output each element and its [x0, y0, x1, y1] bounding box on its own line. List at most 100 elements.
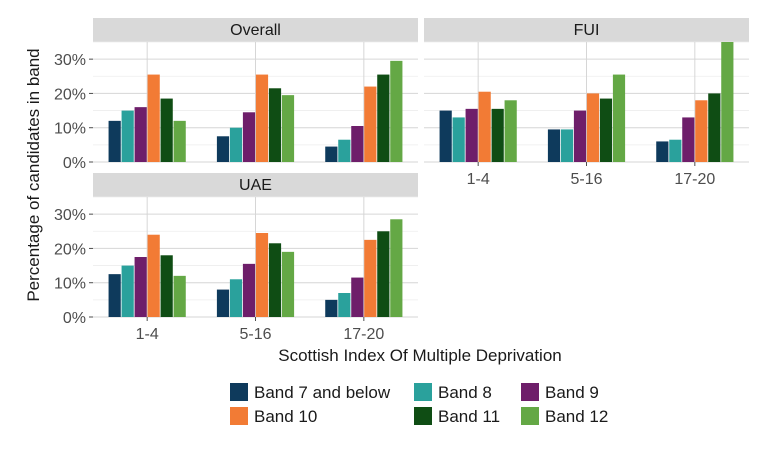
legend-label: Band 10: [254, 407, 317, 426]
bar-uae-1-4-band-9: [134, 257, 147, 317]
bar-overall-1-4-band-8: [121, 110, 134, 162]
y-axis-title: Percentage of candidates in band: [24, 48, 43, 301]
legend-label: Band 12: [545, 407, 608, 426]
bar-fui-1-4-band-12: [504, 100, 517, 162]
bar-fui-17-20-band-9: [682, 117, 695, 162]
legend-item: Band 8: [414, 383, 492, 402]
y-tick-label: 30%: [54, 52, 86, 69]
panel-strip: [93, 18, 418, 42]
x-tick-label: 17-20: [343, 326, 384, 343]
bar-overall-5-16-band-7-and-below: [216, 136, 230, 162]
panel-fui: FUI 1-4 5-16 17-20: [424, 18, 749, 188]
x-tick-label: 17-20: [674, 171, 715, 188]
legend-item: Band 12: [521, 407, 608, 426]
bar-uae-1-4-band-11: [160, 255, 173, 317]
bar-uae-1-4-band-7-and-below: [108, 274, 121, 317]
bar-fui-5-16-band-8: [560, 129, 574, 162]
bar-uae-17-20-band-7-and-below: [325, 299, 338, 317]
bar-overall-17-20-band-9: [351, 126, 364, 162]
legend-item: Band 7 and below: [230, 383, 391, 402]
x-tick-label: 5-16: [570, 171, 602, 188]
bar-overall-5-16-band-9: [242, 112, 256, 162]
legend-label: Band 11: [438, 407, 500, 426]
bar-uae-5-16-band-10: [255, 233, 269, 317]
bar-uae-17-20-band-10: [364, 239, 377, 317]
chart-panels: Overall 0% 10% 20% 30% FUI 1-4 5-16 17-20 UAE 1-4 5…: [54, 18, 749, 343]
bar-fui-1-4-band-10: [478, 91, 491, 162]
bar-overall-17-20-band-8: [338, 139, 351, 162]
bar-fui-1-4-band-9: [465, 108, 478, 162]
bar-uae-5-16-band-9: [242, 263, 256, 317]
bar-overall-17-20-band-11: [377, 74, 390, 162]
panel-strip: [424, 18, 749, 42]
bar-fui-17-20-band-8: [669, 139, 682, 162]
bar-overall-17-20-band-7-and-below: [325, 146, 338, 162]
bar-uae-5-16-band-8: [229, 279, 243, 317]
legend-swatch: [521, 383, 539, 401]
legend-label: Band 7 and below: [254, 383, 391, 402]
bar-uae-17-20-band-9: [351, 277, 364, 317]
legend-label: Band 8: [438, 383, 492, 402]
bar-uae-17-20-band-8: [338, 293, 351, 317]
panel-title: FUI: [574, 22, 600, 39]
bar-overall-5-16-band-10: [255, 74, 269, 162]
bar-overall-1-4-band-11: [160, 98, 173, 162]
legend-swatch: [414, 383, 432, 401]
bar-uae-5-16-band-7-and-below: [216, 289, 230, 317]
bar-fui-5-16-band-9: [573, 110, 587, 162]
y-tick-label: 20%: [54, 86, 86, 103]
panel-overall: Overall 0% 10% 20% 30%: [54, 18, 418, 172]
y-tick-label: 20%: [54, 241, 86, 258]
bar-overall-5-16-band-12: [281, 95, 295, 162]
panel-strip: [93, 173, 418, 197]
y-tick-label: 0%: [63, 155, 86, 172]
bar-uae-17-20-band-12: [390, 219, 403, 317]
legend-swatch: [230, 407, 248, 425]
bar-fui-17-20-band-11: [708, 93, 721, 162]
bar-uae-1-4-band-8: [121, 265, 134, 317]
legend-swatch: [414, 407, 432, 425]
panel-uae: UAE 1-4 5-16 17-20 0% 10% 20% 30%: [54, 173, 418, 343]
bar-fui-1-4-band-11: [491, 108, 504, 162]
bar-fui-5-16-band-10: [586, 93, 600, 162]
bar-uae-1-4-band-12: [173, 275, 186, 317]
legend: Band 7 and below Band 8 Band 9 Band 10 Band …: [230, 383, 608, 426]
x-tick-label: 1-4: [467, 171, 490, 188]
bar-fui-5-16-band-7-and-below: [547, 129, 561, 162]
bar-overall-5-16-band-8: [229, 127, 243, 162]
legend-swatch: [521, 407, 539, 425]
y-tick-label: 0%: [63, 310, 86, 327]
legend-item: Band 10: [230, 407, 317, 426]
bar-fui-1-4-band-7-and-below: [439, 110, 452, 162]
bar-uae-1-4-band-10: [147, 234, 160, 317]
bar-overall-5-16-band-11: [268, 88, 282, 162]
bar-overall-1-4-band-10: [147, 74, 160, 162]
bar-uae-5-16-band-11: [268, 243, 282, 317]
x-axis-title: Scottish Index Of Multiple Deprivation: [278, 346, 561, 365]
bar-fui-1-4-band-8: [452, 117, 465, 162]
bar-overall-1-4-band-12: [173, 120, 186, 162]
legend-item: Band 9: [521, 383, 599, 402]
x-tick-label: 1-4: [136, 326, 159, 343]
legend-swatch: [230, 383, 248, 401]
y-tick-label: 10%: [54, 276, 86, 293]
bar-overall-1-4-band-7-and-below: [108, 120, 121, 162]
y-tick-label: 30%: [54, 207, 86, 224]
legend-label: Band 9: [545, 383, 599, 402]
bar-fui-5-16-band-12: [612, 74, 626, 162]
bar-uae-17-20-band-11: [377, 231, 390, 317]
bar-overall-17-20-band-12: [390, 60, 403, 162]
x-tick-label: 5-16: [239, 326, 271, 343]
y-tick-label: 10%: [54, 121, 86, 138]
panel-title: UAE: [239, 177, 272, 194]
bar-overall-1-4-band-9: [134, 107, 147, 162]
bar-fui-17-20-band-7-and-below: [656, 141, 669, 162]
legend-item: Band 11: [414, 407, 500, 426]
bar-overall-17-20-band-10: [364, 86, 377, 162]
bar-fui-17-20-band-12: [721, 42, 734, 162]
bar-uae-5-16-band-12: [281, 251, 295, 317]
panel-title: Overall: [230, 22, 281, 39]
bar-fui-17-20-band-10: [695, 100, 708, 162]
bar-fui-5-16-band-11: [599, 98, 613, 162]
